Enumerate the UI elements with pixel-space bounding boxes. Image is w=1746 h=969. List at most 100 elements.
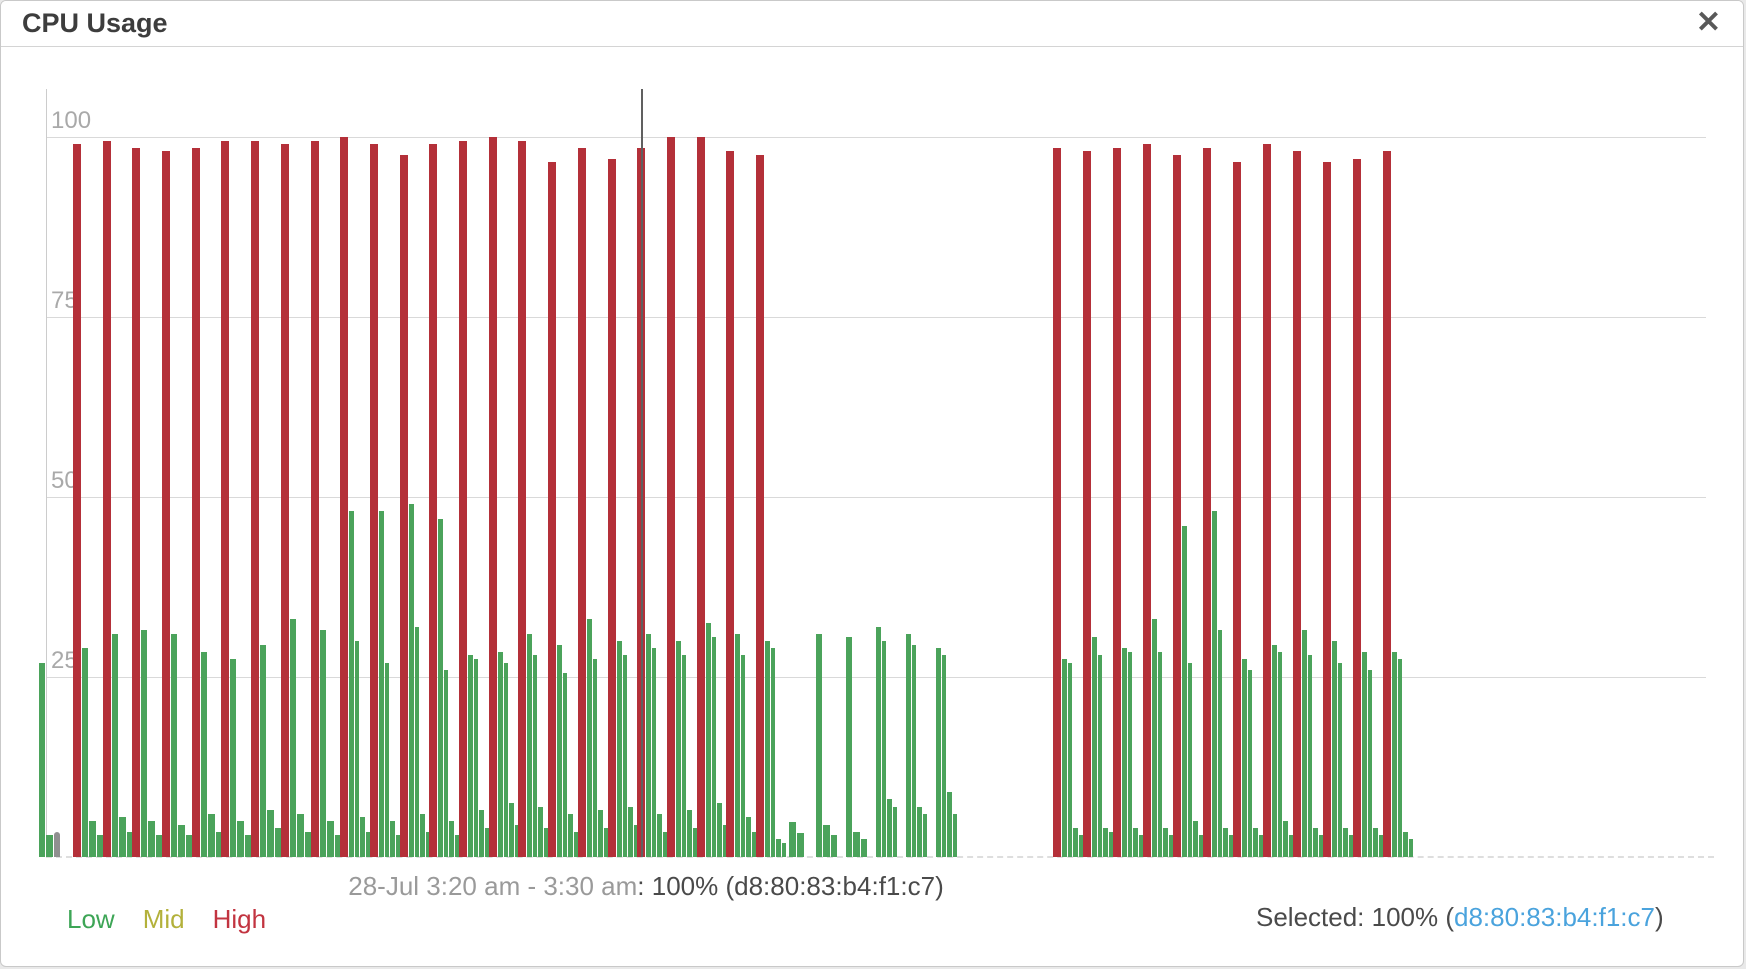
bar-low[interactable] (468, 655, 473, 857)
bar-low[interactable] (334, 835, 341, 857)
bar-low[interactable] (1362, 651, 1367, 857)
bar-high[interactable] (1383, 151, 1391, 857)
bar-low[interactable] (1318, 835, 1323, 857)
bar-low[interactable] (952, 813, 957, 857)
bar-low[interactable] (185, 835, 192, 857)
bar-low[interactable] (657, 813, 662, 857)
bar-low[interactable] (651, 648, 656, 857)
bar-low[interactable] (687, 810, 692, 857)
bar-low[interactable] (1133, 828, 1138, 857)
bar-low[interactable] (1092, 637, 1097, 857)
bar-high[interactable] (429, 144, 437, 857)
close-icon[interactable]: ✕ (1695, 6, 1721, 39)
bar-low[interactable] (706, 623, 711, 857)
bar-low[interactable] (735, 633, 740, 857)
bar-low[interactable] (853, 831, 860, 857)
bar-low[interactable] (454, 835, 459, 857)
bar-low[interactable] (1277, 651, 1282, 857)
bar-low[interactable] (860, 839, 867, 857)
bar-low[interactable] (112, 633, 119, 857)
bar-low[interactable] (1152, 619, 1157, 857)
bar-low[interactable] (892, 806, 897, 857)
bar-low[interactable] (379, 511, 384, 857)
bar-low[interactable] (82, 648, 89, 857)
bar-low[interactable] (360, 817, 365, 857)
bar-low[interactable] (349, 511, 354, 857)
bar-high[interactable] (1203, 147, 1211, 857)
bar-low[interactable] (1108, 831, 1113, 857)
bar-low[interactable] (420, 813, 425, 857)
bar-low[interactable] (1242, 659, 1247, 857)
bar-low[interactable] (830, 835, 837, 857)
bar-low[interactable] (592, 659, 597, 857)
bar-low[interactable] (1378, 835, 1383, 857)
bar-high[interactable] (756, 155, 764, 857)
bar-high[interactable] (370, 144, 378, 857)
bar-high[interactable] (1173, 155, 1181, 857)
bar-high[interactable] (1263, 144, 1271, 857)
bar-low[interactable] (906, 633, 911, 857)
bar-high[interactable] (489, 137, 497, 857)
bar-low[interactable] (1288, 835, 1293, 857)
bar-low[interactable] (781, 842, 786, 857)
bar-low[interactable] (543, 828, 548, 857)
bar-low[interactable] (503, 662, 508, 857)
bar-low[interactable] (941, 655, 946, 857)
bar-low[interactable] (751, 831, 756, 857)
bar-low[interactable] (1168, 835, 1173, 857)
bar-high[interactable] (578, 147, 586, 857)
bar-low[interactable] (692, 828, 697, 857)
bar-high[interactable] (1143, 144, 1151, 857)
bar-low[interactable] (395, 835, 400, 857)
bar-low[interactable] (390, 821, 395, 857)
bar-low[interactable] (89, 821, 96, 857)
bar-low[interactable] (876, 626, 881, 857)
bar-high[interactable] (697, 137, 705, 857)
bar-low[interactable] (1283, 821, 1288, 857)
bar-low[interactable] (846, 637, 853, 857)
bar-low[interactable] (527, 633, 532, 857)
bar-low[interactable] (1198, 835, 1203, 857)
bar-low[interactable] (414, 626, 419, 857)
bar-low[interactable] (119, 817, 126, 857)
bar-low[interactable] (711, 637, 716, 857)
bar-low[interactable] (126, 831, 133, 857)
bar-low[interactable] (568, 813, 573, 857)
bar-low[interactable] (171, 633, 178, 857)
bar-low[interactable] (1307, 655, 1312, 857)
bar-low[interactable] (740, 655, 745, 857)
bar-high[interactable] (1323, 162, 1331, 857)
bar-high[interactable] (726, 151, 734, 857)
bar-high[interactable] (340, 137, 348, 857)
bar-low[interactable] (633, 824, 638, 857)
bar-low[interactable] (365, 831, 370, 857)
bar-low[interactable] (267, 810, 274, 857)
bar-high[interactable] (192, 147, 200, 857)
bar-low[interactable] (230, 659, 237, 857)
bar-low[interactable] (244, 835, 251, 857)
bar-low[interactable] (887, 799, 892, 857)
bar-low[interactable] (484, 828, 489, 857)
bar-low[interactable] (304, 831, 311, 857)
bar-high[interactable] (251, 140, 259, 857)
bar-high[interactable] (608, 158, 616, 857)
bar-low[interactable] (1223, 828, 1228, 857)
bar-low[interactable] (573, 831, 578, 857)
bar-low[interactable] (1157, 651, 1162, 857)
bar-high[interactable] (281, 144, 289, 857)
bar-high[interactable] (73, 144, 81, 857)
bar-low[interactable] (155, 835, 162, 857)
bar-low[interactable] (1073, 828, 1078, 857)
bar-low[interactable] (1062, 659, 1067, 857)
bar-low[interactable] (479, 810, 484, 857)
bar-low[interactable] (473, 659, 478, 857)
bar-low[interactable] (1313, 828, 1318, 857)
bar-low[interactable] (208, 813, 215, 857)
bar-high[interactable] (162, 151, 170, 857)
bar-high[interactable] (518, 140, 526, 857)
bar-low[interactable] (39, 662, 46, 857)
bar-high[interactable] (1113, 147, 1121, 857)
bar-high[interactable] (132, 147, 140, 857)
bar-low[interactable] (1272, 644, 1277, 857)
bar-high[interactable] (667, 137, 675, 857)
